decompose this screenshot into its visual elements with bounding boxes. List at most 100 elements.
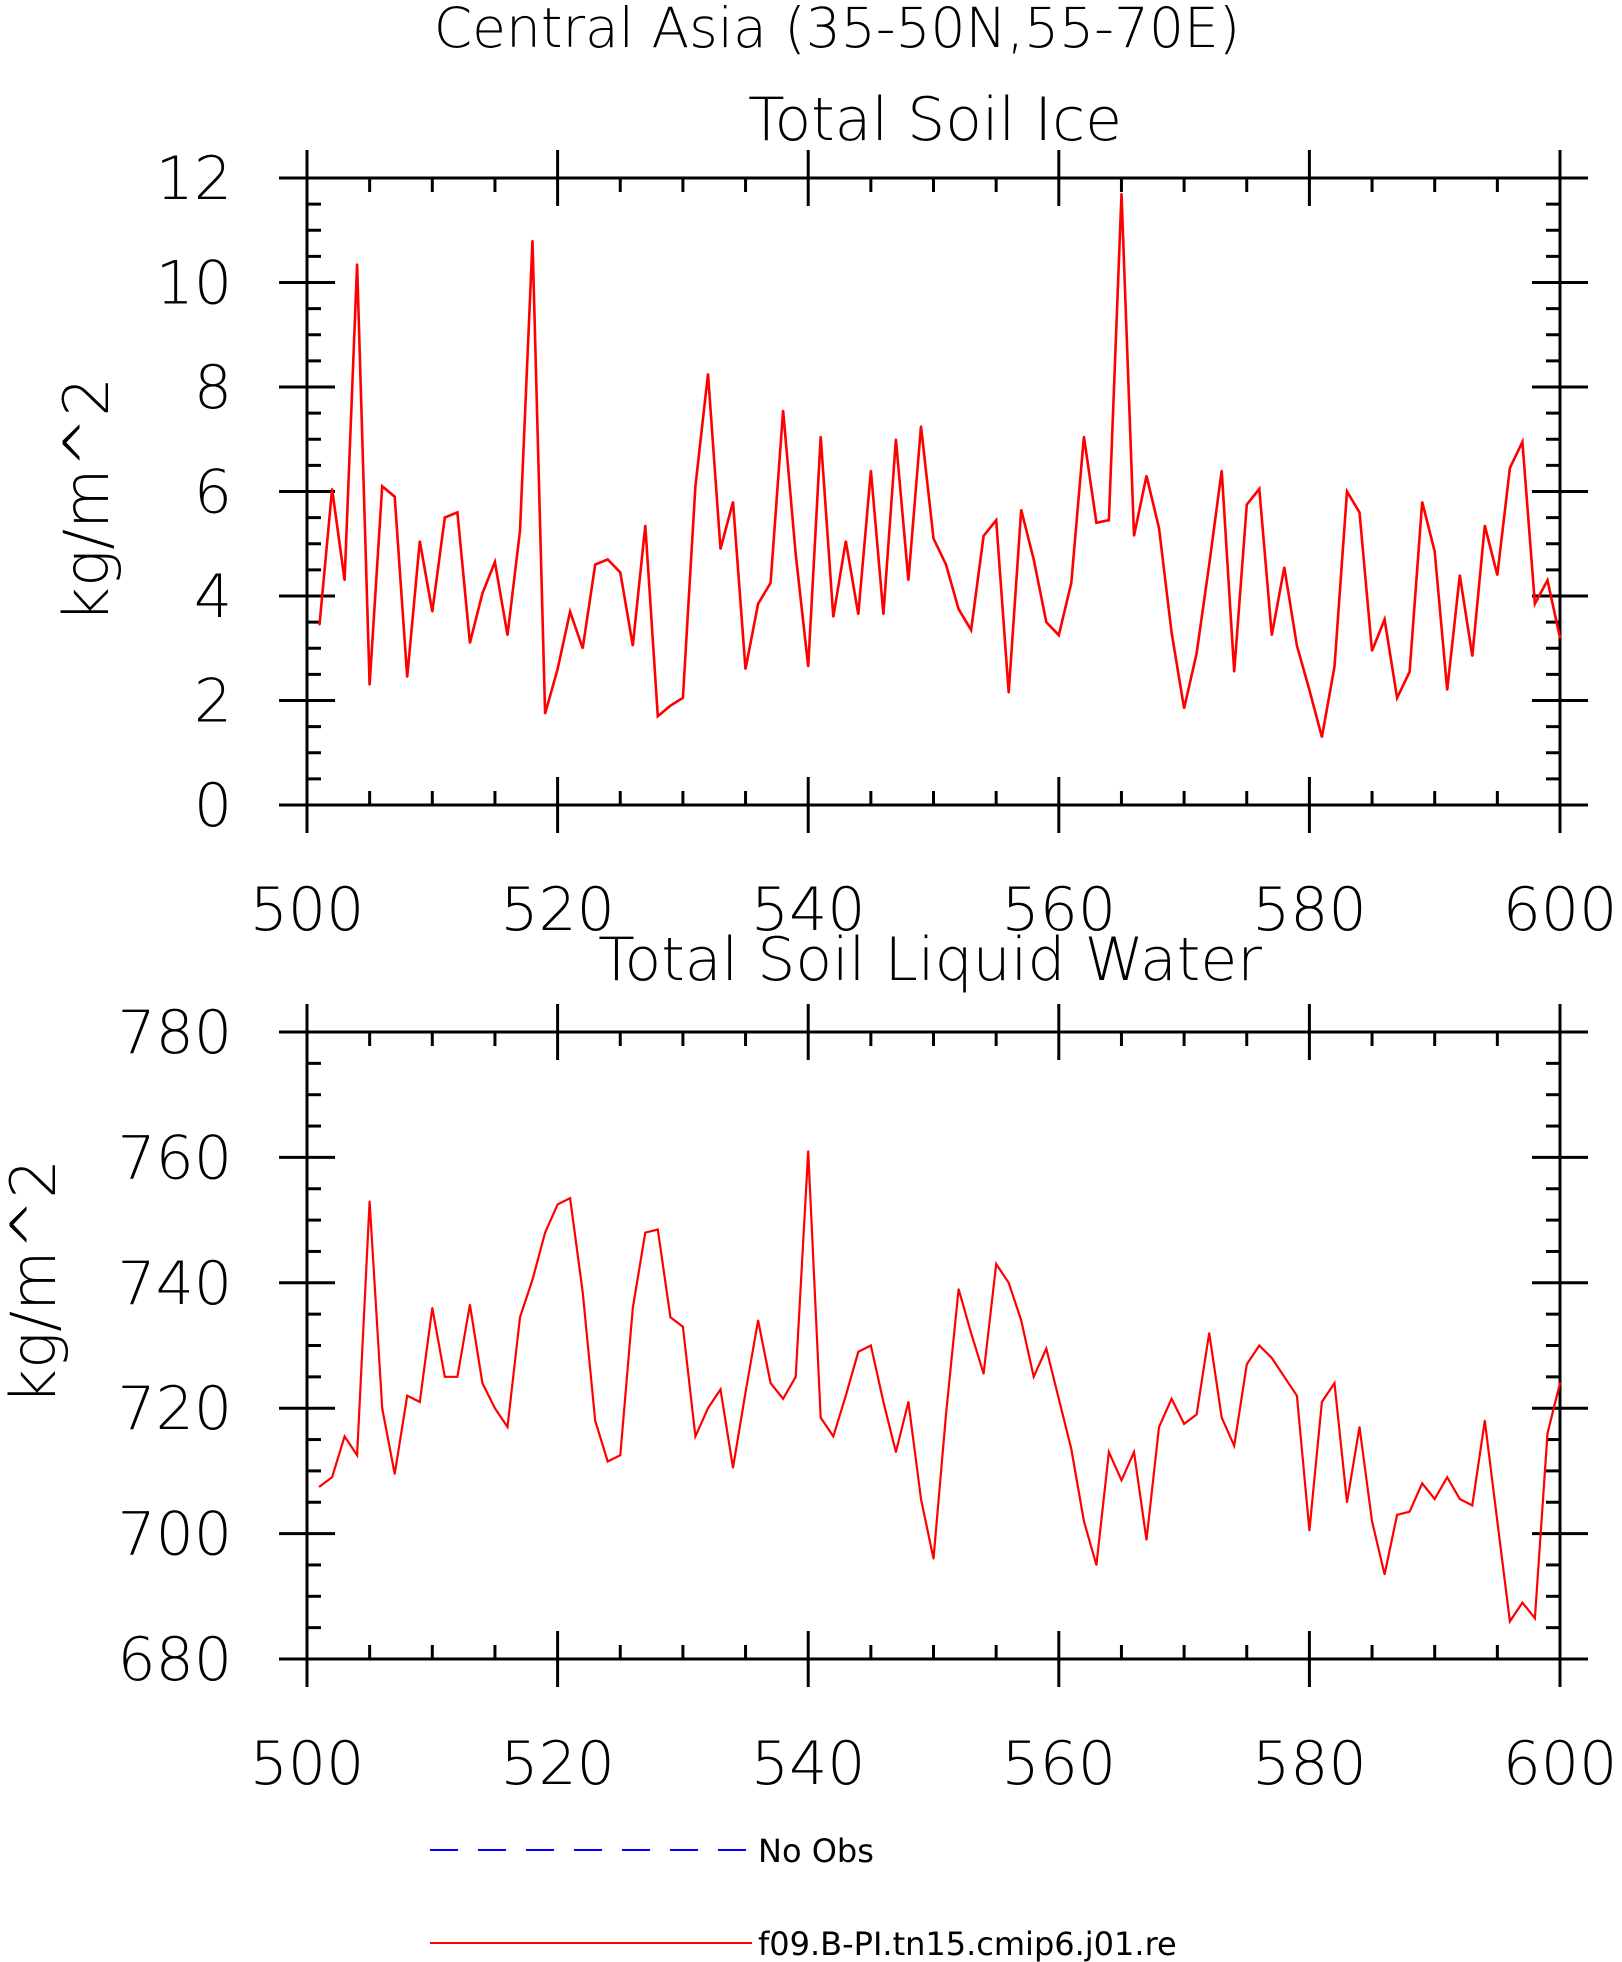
data-point xyxy=(857,613,860,616)
data-point xyxy=(1133,1451,1135,1453)
data-point xyxy=(1471,1504,1474,1507)
data-point xyxy=(581,1291,584,1294)
data-point xyxy=(406,1394,409,1397)
x-tick-label: 600 xyxy=(1503,1729,1618,1799)
data-point xyxy=(932,1557,935,1560)
data-point xyxy=(1007,691,1010,694)
data-point xyxy=(1057,634,1060,637)
data-point xyxy=(807,665,810,668)
data-point xyxy=(744,668,747,670)
data-point xyxy=(920,425,922,428)
data-point xyxy=(1308,689,1311,691)
data-point xyxy=(556,668,559,670)
data-point xyxy=(1383,1573,1386,1576)
data-point xyxy=(1120,1479,1123,1482)
data-point xyxy=(957,608,960,610)
data-point xyxy=(1458,574,1461,576)
data-point xyxy=(1358,511,1361,514)
y-tick-label: 780 xyxy=(117,998,232,1068)
data-point xyxy=(832,616,835,618)
data-point xyxy=(393,495,396,498)
data-point xyxy=(1245,503,1248,506)
y-tick-label: 8 xyxy=(194,353,232,423)
data-point xyxy=(1396,697,1398,699)
data-point xyxy=(732,1466,734,1469)
data-point xyxy=(870,1344,872,1347)
data-point xyxy=(1233,1444,1236,1447)
data-point xyxy=(1371,1520,1373,1522)
data-point xyxy=(1496,1520,1499,1522)
legend-label-model: f09.B-PI.tn15.cmip6.j01.re xyxy=(758,1925,1177,1962)
x-tick-label: 520 xyxy=(500,875,615,945)
data-point xyxy=(769,582,772,584)
series-line xyxy=(318,1151,1562,1625)
panel-title-soil-ice: Total Soil Ice xyxy=(748,85,1122,155)
y-tick-label: 700 xyxy=(117,1500,232,1570)
data-point xyxy=(832,1435,835,1438)
data-point xyxy=(656,1228,659,1231)
data-point xyxy=(1070,582,1073,584)
data-point xyxy=(606,558,609,561)
data-point xyxy=(782,409,784,412)
data-point xyxy=(707,373,709,375)
data-point xyxy=(443,1375,446,1378)
data-point xyxy=(1007,1281,1010,1284)
data-point xyxy=(732,501,734,503)
data-point xyxy=(656,715,659,718)
data-point xyxy=(343,1435,346,1438)
data-point xyxy=(1321,736,1323,738)
data-point xyxy=(1283,566,1286,569)
data-point xyxy=(1321,1401,1323,1403)
data-point xyxy=(757,602,759,605)
data-point xyxy=(581,647,584,650)
data-point xyxy=(807,1150,810,1152)
data-point xyxy=(406,676,409,678)
y-tick-label: 2 xyxy=(194,667,232,737)
legend-label-no-obs: No Obs xyxy=(758,1832,874,1870)
data-point xyxy=(844,540,847,542)
x-tick-label: 500 xyxy=(250,1729,365,1799)
data-point xyxy=(1245,1363,1248,1366)
data-point xyxy=(1546,579,1549,582)
data-point xyxy=(1521,441,1524,443)
data-point xyxy=(844,1394,847,1397)
data-point xyxy=(556,1203,559,1206)
data-point xyxy=(381,485,384,488)
data-point xyxy=(1108,519,1110,522)
chart-panel-soil-liquid-water: Total Soil Liquid Water kg/m^2 500 520 540… xyxy=(0,925,1617,1799)
data-point xyxy=(819,1416,822,1419)
chart-panel-soil-ice: Total Soil Ice kg/m^2 500 520 540 560 580 600… xyxy=(50,85,1617,945)
data-point xyxy=(1433,550,1436,553)
x-tick-label: 600 xyxy=(1503,875,1618,945)
data-point xyxy=(920,1498,922,1500)
data-point xyxy=(356,1454,358,1457)
x-tick-label: 540 xyxy=(751,875,866,945)
data-point xyxy=(481,1382,484,1384)
data-point xyxy=(1371,650,1373,652)
data-point xyxy=(1158,527,1160,529)
data-point xyxy=(970,1332,972,1334)
legend: No Obs f09.B-PI.tn15.cmip6.j01.re xyxy=(430,1832,1177,1962)
data-point xyxy=(606,1460,609,1463)
data-point xyxy=(895,438,897,441)
data-point xyxy=(1333,1382,1336,1384)
data-point xyxy=(481,592,484,595)
x-tick-label: 500 xyxy=(250,875,365,945)
x-tick-label: 520 xyxy=(500,1729,615,1799)
data-point xyxy=(594,1419,597,1422)
data-point xyxy=(1471,655,1474,657)
x-tick-label: 540 xyxy=(751,1729,866,1799)
data-point xyxy=(907,1401,910,1403)
data-point xyxy=(431,610,434,613)
data-point xyxy=(1270,634,1273,637)
data-point xyxy=(857,1350,860,1353)
y-tick-label: 6 xyxy=(194,458,232,528)
panel-title-soil-liquid-water: Total Soil Liquid Water xyxy=(598,925,1262,995)
y-axis-label-soil-liquid-water: kg/m^2 xyxy=(0,1159,70,1405)
data-point xyxy=(519,1316,521,1319)
x-tick-label: 580 xyxy=(1252,875,1367,945)
data-point xyxy=(1083,1520,1085,1522)
data-point xyxy=(769,1382,772,1384)
data-point xyxy=(757,1319,759,1322)
